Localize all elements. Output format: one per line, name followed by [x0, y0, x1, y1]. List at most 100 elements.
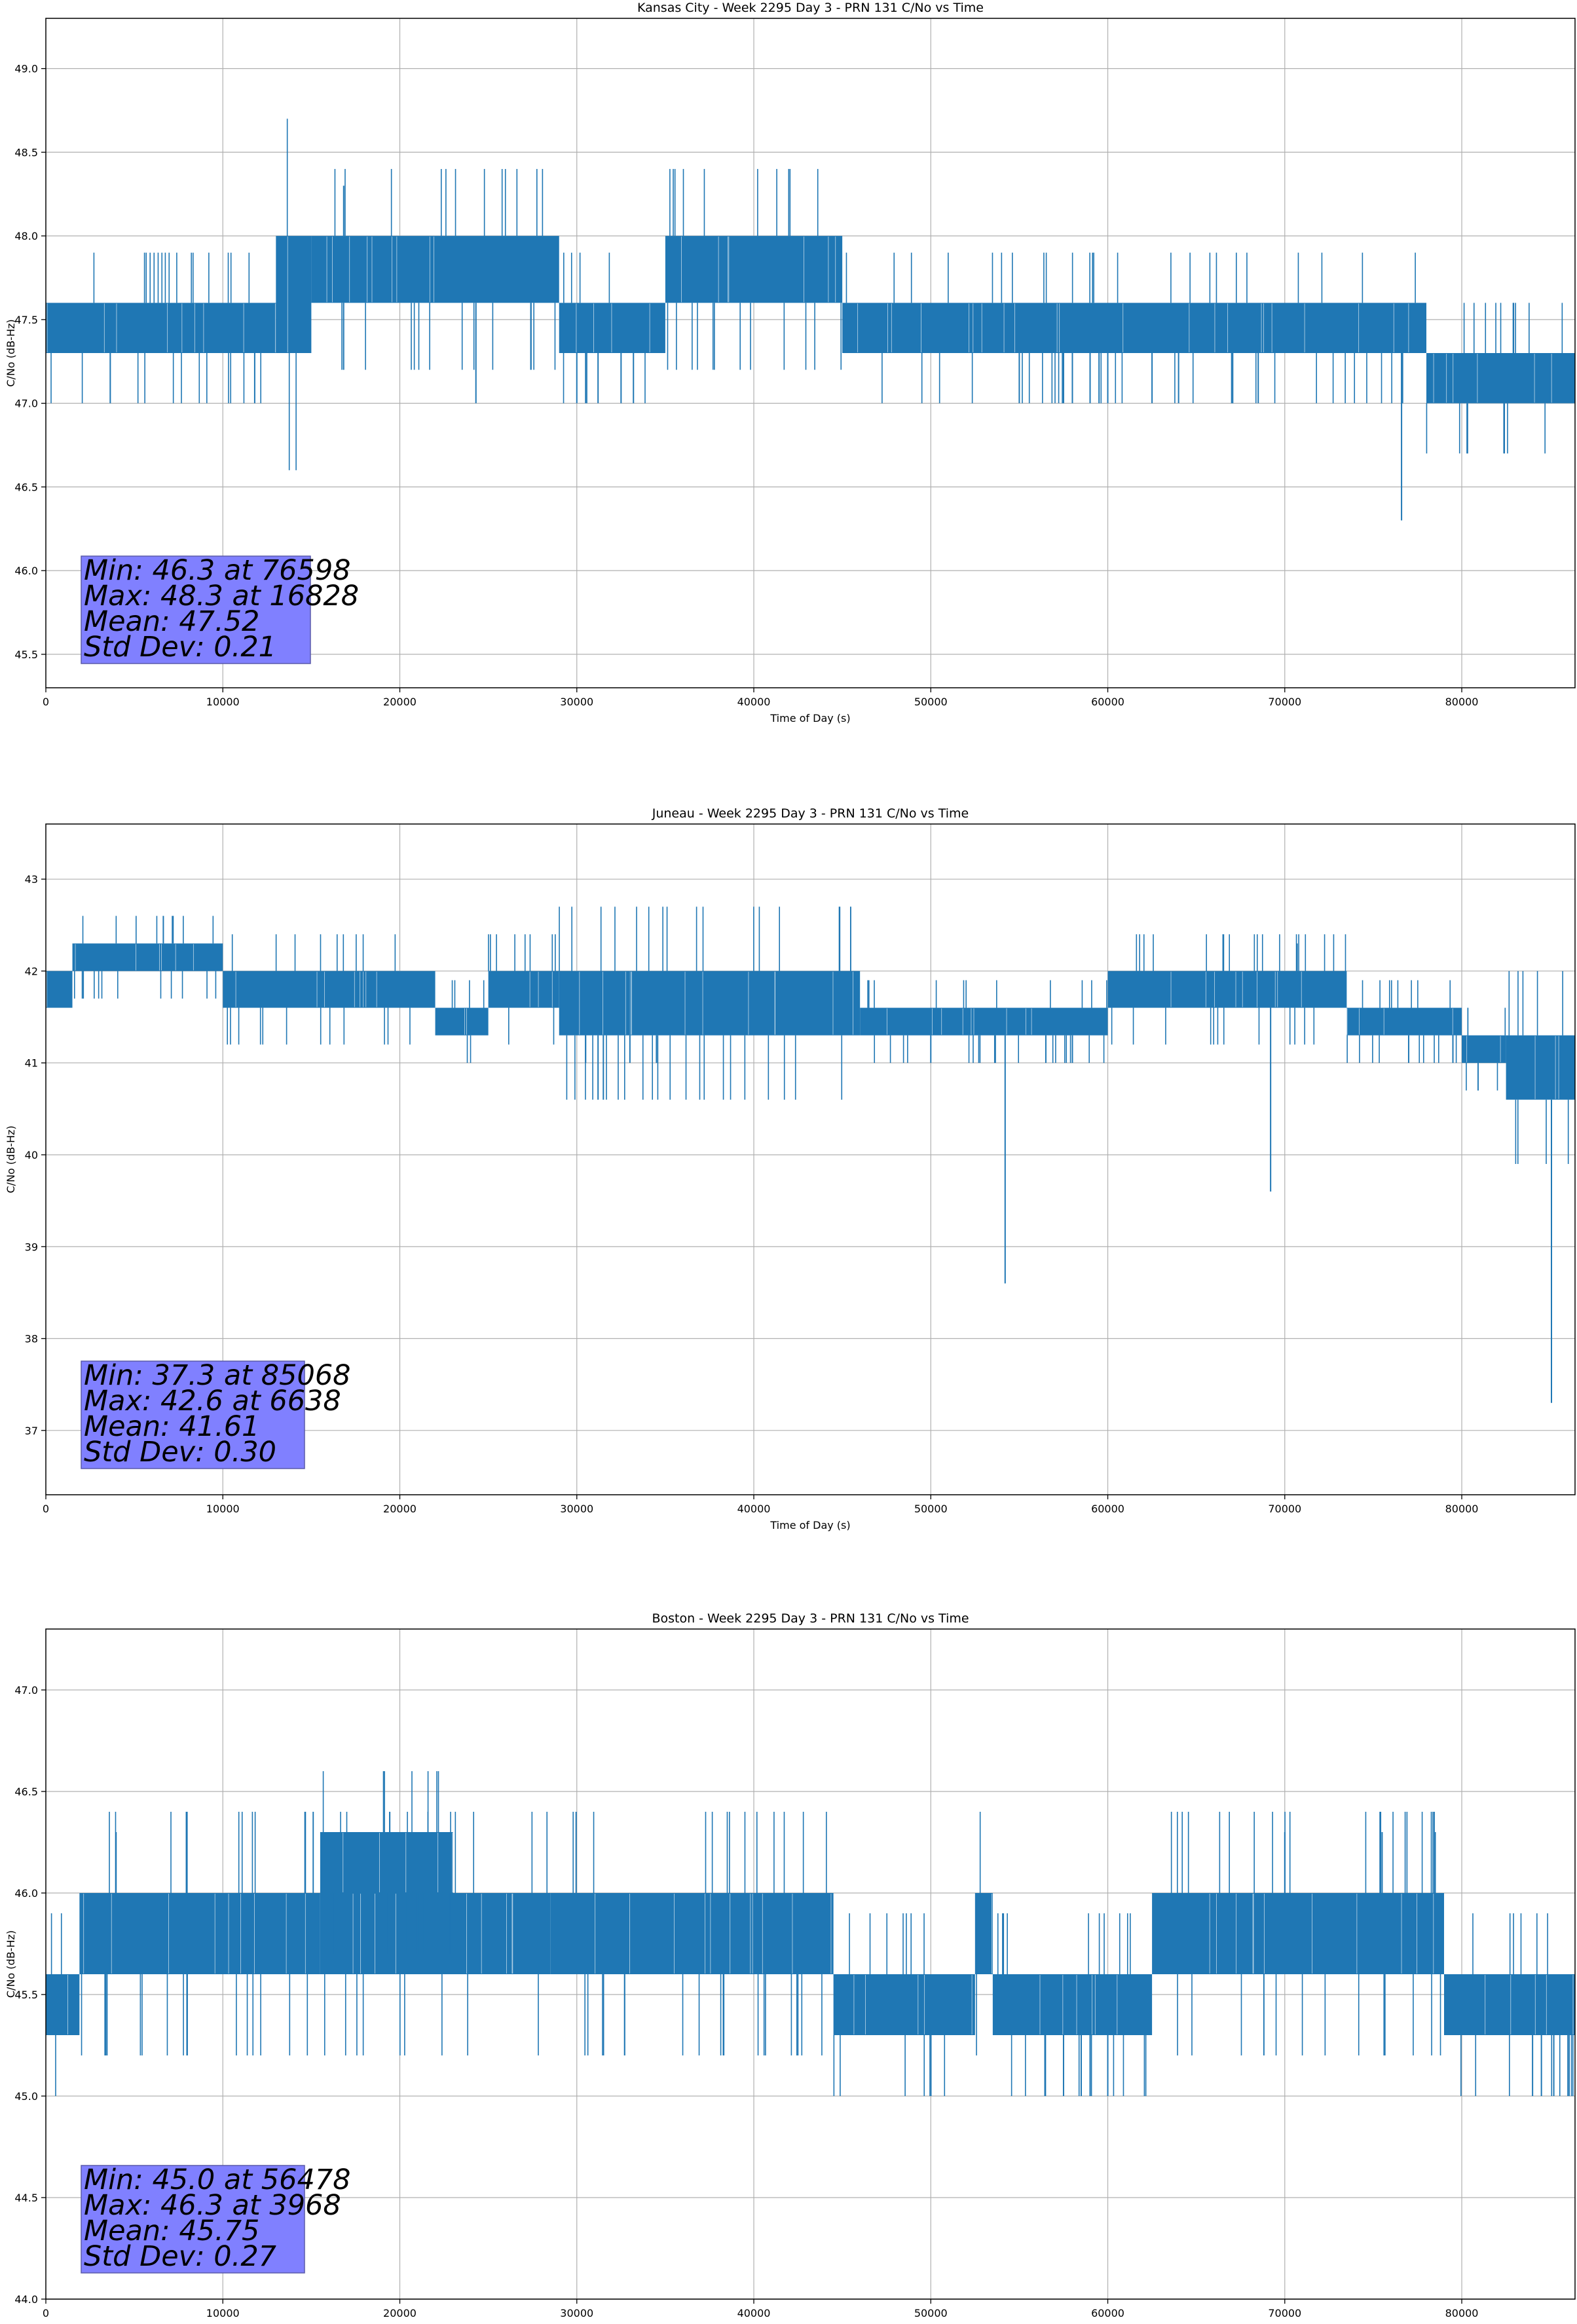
x-tick-label: 40000 [737, 696, 771, 708]
x-tick-label: 30000 [560, 696, 593, 708]
stats-line: Max: 46.3 at 3968 [84, 2189, 341, 2222]
signal-band [992, 1974, 1153, 2035]
signal-band [833, 1974, 975, 2035]
y-axis-label: C/No (dB-Hz) [5, 319, 17, 386]
y-tick-label: 37 [25, 1425, 38, 1437]
y-tick-label: 47.0 [14, 1684, 38, 1696]
x-tick-label: 20000 [383, 1503, 417, 1515]
x-tick-label: 30000 [560, 1503, 593, 1515]
x-tick-label: 20000 [383, 2307, 417, 2319]
signal-band [559, 303, 665, 353]
chart-title: Kansas City - Week 2295 Day 3 - PRN 131 … [637, 1, 984, 15]
series-line [46, 1771, 1575, 2096]
y-tick-label: 45.5 [14, 1989, 38, 2001]
chart-title: Juneau - Week 2295 Day 3 - PRN 131 C/No … [652, 806, 969, 821]
y-tick-label: 44.5 [14, 2192, 38, 2204]
x-axis-label: Time of Day (s) [770, 712, 850, 724]
x-tick-label: 10000 [206, 696, 240, 708]
signal-band [1426, 353, 1575, 403]
stats-line: Min: 46.3 at 76598 [84, 554, 351, 587]
series-line [46, 907, 1575, 1403]
stats-line: Std Dev: 0.27 [84, 2240, 276, 2273]
x-tick-label: 80000 [1445, 1503, 1479, 1515]
x-tick-label: 80000 [1445, 2307, 1479, 2319]
chart-panel-1: 0 10000 20000 30000 40000 50000 60000 70000 8000… [5, 1, 1576, 724]
x-tick-label: 50000 [914, 1503, 948, 1515]
signal-band [559, 971, 630, 1036]
signal-band [435, 1007, 489, 1036]
chart-panel-3: 0 10000 20000 30000 40000 50000 60000 70000 8000… [5, 1611, 1576, 2324]
x-axis-label: Time of Day (s) [770, 1519, 850, 1531]
y-tick-label: 40 [25, 1149, 38, 1161]
x-tick-label: 10000 [206, 2307, 240, 2319]
signal-band [665, 236, 843, 303]
x-tick-label: 70000 [1268, 1503, 1301, 1515]
y-tick-label: 46.0 [14, 1887, 38, 1900]
y-tick-label: 44.0 [14, 2293, 38, 2306]
stats-box [81, 555, 311, 664]
axes-frame [45, 18, 1576, 688]
stats-box [81, 2165, 305, 2274]
y-tick-label: 48.0 [14, 230, 38, 242]
signal-band [72, 943, 223, 971]
signal-band [550, 1893, 834, 1974]
signal-band [320, 1893, 551, 1974]
signal-band [1506, 1035, 1575, 1100]
x-tick-label: 0 [43, 696, 49, 708]
signal-band [860, 1007, 1108, 1036]
signal-band [1346, 1007, 1462, 1036]
y-tick-label: 47.0 [14, 398, 38, 410]
x-tick-label: 0 [43, 2307, 49, 2319]
y-tick-label: 48.5 [14, 146, 38, 159]
signal-band [276, 236, 312, 353]
stats-line: Max: 48.3 at 16828 [84, 580, 359, 612]
signal-band [311, 236, 559, 303]
y-tick-label: 42 [25, 965, 38, 977]
chart-panel-2: 0 10000 20000 30000 40000 50000 60000 70000 8000… [5, 806, 1576, 1531]
signal-band [46, 971, 73, 1008]
x-tick-label: 70000 [1268, 696, 1301, 708]
stats-line: Mean: 47.52 [84, 605, 259, 638]
stats-box [81, 1360, 305, 1469]
x-tick-label: 20000 [383, 696, 417, 708]
x-tick-label: 60000 [1091, 696, 1124, 708]
signal-band [1152, 1893, 1445, 1974]
stats-line: Std Dev: 0.30 [84, 1436, 276, 1469]
x-tick-label: 30000 [560, 2307, 593, 2319]
y-tick-label: 41 [25, 1057, 38, 1070]
x-tick-label: 40000 [737, 2307, 771, 2319]
signal-band [488, 971, 559, 1008]
y-tick-label: 46.5 [14, 481, 38, 493]
x-tick-label: 50000 [914, 696, 948, 708]
axes-frame [45, 1628, 1576, 2300]
chart-title: Boston - Week 2295 Day 3 - PRN 131 C/No … [652, 1611, 969, 1626]
stats-line: Std Dev: 0.21 [84, 631, 276, 664]
y-tick-label: 38 [25, 1333, 38, 1345]
stats-line: Mean: 45.75 [84, 2215, 259, 2247]
x-tick-label: 10000 [206, 1503, 240, 1515]
stats-line: Min: 45.0 at 56478 [84, 2164, 351, 2196]
x-tick-label: 60000 [1091, 2307, 1124, 2319]
signal-band [320, 1832, 453, 1893]
series-line [46, 119, 1575, 521]
signal-band [79, 1893, 320, 1974]
x-tick-label: 50000 [914, 2307, 948, 2319]
y-tick-label: 45.0 [14, 2090, 38, 2103]
signal-band [1444, 1974, 1575, 2035]
signal-band [46, 1974, 80, 2035]
signal-band [1107, 971, 1347, 1008]
x-tick-label: 70000 [1268, 2307, 1301, 2319]
signal-band [842, 303, 1426, 353]
stats-line: Mean: 41.61 [84, 1410, 259, 1443]
x-tick-label: 40000 [737, 1503, 771, 1515]
signal-band [1462, 1035, 1506, 1063]
y-tick-label: 43 [25, 873, 38, 886]
signal-band [223, 971, 436, 1008]
y-tick-label: 49.0 [14, 63, 38, 75]
signal-band [974, 1893, 993, 1974]
y-tick-label: 39 [25, 1241, 38, 1253]
signal-band [629, 971, 861, 1036]
y-tick-label: 45.5 [14, 648, 38, 661]
y-tick-label: 46.0 [14, 565, 38, 577]
